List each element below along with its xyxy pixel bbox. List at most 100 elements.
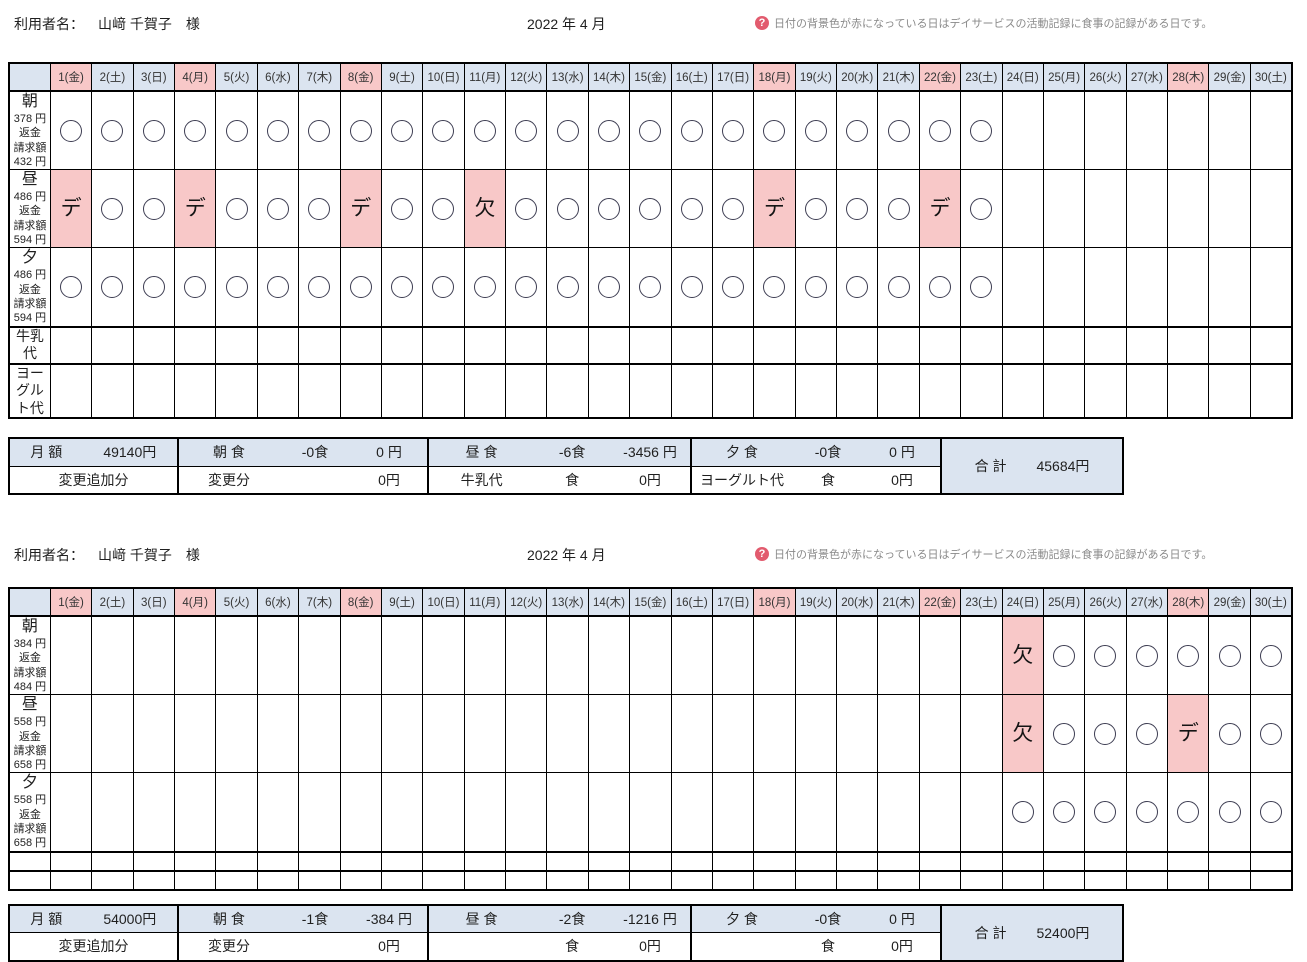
lunch-summary-cell: 昼 食 -6食 -3456 円 [427,437,692,467]
cell-dinner-day-28 [1166,247,1210,328]
cell-dinner-day-16 [670,247,713,328]
cell-dinner-day-27 [1125,247,1169,328]
month-label: 2022 年 4 月 [527,16,606,32]
question-icon[interactable]: ? [755,547,769,562]
dinner-adjust-unit: 食 [821,938,835,955]
day-header-29: 29(金) [1208,62,1251,92]
cell-morning-day-25 [1042,90,1086,171]
cell-yogurt-day-23 [960,362,1003,419]
cell-lunch-day-10 [422,169,465,249]
meal-circle-mark [1177,644,1200,667]
cell-dinner-day-8 [339,772,382,853]
cell-milk-day-1 [49,850,93,872]
month-label: 2022 年 4 月 [527,547,606,564]
cell-morning-day-22 [918,90,962,171]
cell-lunch-day-16 [670,694,713,774]
day-header-27: 27(水) [1125,62,1169,92]
cell-milk-day-7 [298,325,341,365]
cell-milk-day-9 [380,325,424,365]
cell-milk-day-21 [877,850,920,872]
cell-yogurt-day-22 [918,869,962,891]
day-header-18: 18(月) [753,62,796,92]
cell-dinner-day-25 [1042,247,1086,328]
cell-dinner-day-4 [173,247,217,328]
cell-milk-day-15 [629,325,672,365]
cell-yogurt-day-18 [753,362,796,419]
day-header-30: 30(土) [1249,62,1293,92]
cell-lunch-day-22: デ [918,169,962,249]
day-header-28: 28(木) [1166,587,1210,618]
summary-container-2: 月 額 54000円 朝 食 -1食 -384 円 昼 食 -2食 -1216 円 夕 食 -0食… [8,903,1307,962]
day-header-11: 11(月) [463,62,507,92]
cell-morning-day-6 [256,90,300,171]
day-header-19: 19(火) [794,62,838,92]
cell-yogurt-day-28 [1166,362,1210,419]
cell-milk-day-24 [1001,325,1044,365]
cell-milk-day-24 [1001,850,1044,872]
cell-dinner-day-11 [463,772,507,853]
cell-yogurt-day-27 [1125,362,1169,419]
meal-circle-mark [763,119,786,142]
cell-milk-day-18 [753,850,796,872]
help-note-text: 日付の背景色が赤になっている日はデイサービスの活動記録に食事の記録がある日です。 [774,18,1213,30]
meal-circle-mark [473,275,496,298]
cell-morning-day-15 [629,90,672,171]
cell-lunch-day-23 [960,169,1003,249]
cell-milk-day-27 [1125,850,1169,872]
total-value: 45684円 [1036,458,1090,475]
cell-yogurt-day-11 [463,869,507,891]
cell-milk-day-2 [91,850,134,872]
cell-lunch-day-1: デ [49,169,93,249]
row-label-yogurt [8,869,51,891]
cell-morning-day-23 [960,615,1003,696]
cell-milk-day-23 [960,850,1003,872]
cell-lunch-day-8 [339,694,382,774]
cell-milk-day-6 [256,850,300,872]
cell-lunch-day-15 [629,169,672,249]
lunch-adjust-cell: 牛乳代 食 0円 [427,465,692,495]
cell-dinner-day-12 [504,247,548,328]
monthly-amount-cell: 月 額 49140円 [8,437,179,467]
cell-morning-day-10 [422,90,465,171]
day-header-7: 7(木) [298,587,341,618]
cell-milk-day-5 [215,325,258,365]
cell-morning-day-2 [91,90,134,171]
cell-morning-day-11 [463,615,507,696]
cell-morning-day-14 [587,615,631,696]
cell-dinner-day-2 [91,247,134,328]
cell-lunch-day-17 [711,694,755,774]
cell-morning-day-4 [173,615,217,696]
cell-morning-day-7 [298,90,341,171]
day-header-25: 25(月) [1042,62,1086,92]
cell-yogurt-day-4 [173,869,217,891]
dinner-amount: 0 円 [889,444,915,461]
meal-circle-mark [432,119,455,142]
meal-circle-mark [1135,644,1158,667]
monthly-label: 月 額 [30,910,63,927]
breakfast-label: 朝 食 [213,444,245,461]
lunch-adjust-amount: 0円 [639,471,661,488]
cell-milk-day-11 [463,850,507,872]
cell-milk-day-13 [546,325,589,365]
day-header-22: 22(金) [918,587,962,618]
cell-morning-day-3 [132,90,176,171]
row-price-note: 請求額 432 円 [13,141,47,168]
monthly-amount-cell: 月 額 54000円 [8,904,179,934]
cell-morning-day-24: 欠 [1001,615,1044,696]
question-icon[interactable]: ? [755,16,769,30]
cell-morning-day-27 [1125,615,1169,696]
cell-milk-day-16 [670,850,713,872]
cell-milk-day-18 [753,325,796,365]
meal-circle-mark [101,275,124,298]
cell-dinner-day-30 [1249,772,1293,853]
cell-morning-day-18 [753,615,796,696]
meal-circle-mark [846,119,869,142]
cell-dinner-day-26 [1084,772,1127,853]
row-price-note: 請求額 484 円 [13,666,47,693]
breakfast-adjust-cell: 変更分 0円 [177,465,429,495]
dayservice-mark: デ [763,196,785,220]
cell-lunch-day-28: デ [1166,694,1210,774]
total-label: 合 計 [974,924,1007,941]
meal-circle-mark [225,197,248,220]
absent-mark: 欠 [474,196,496,220]
